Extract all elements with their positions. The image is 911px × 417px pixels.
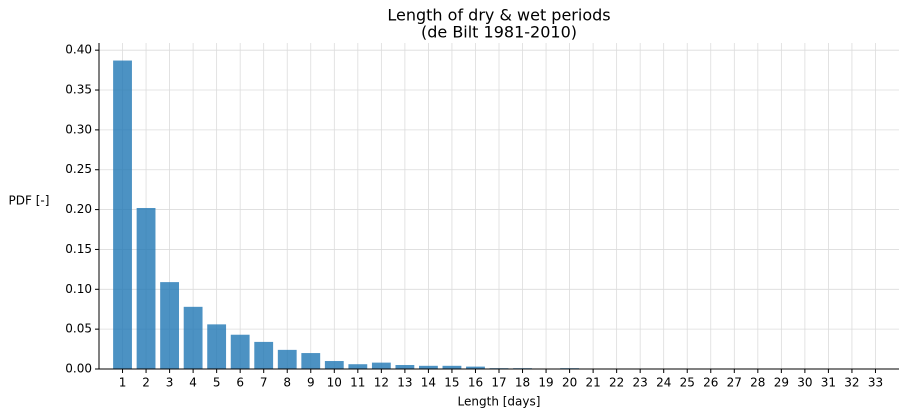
x-tick-label: 4 xyxy=(189,376,197,390)
bar xyxy=(207,324,227,369)
x-tick-label: 13 xyxy=(397,376,412,390)
bar xyxy=(136,207,156,369)
y-tick-label: 0.00 xyxy=(65,362,92,376)
y-tick-label: 0.15 xyxy=(65,242,92,256)
x-tick-label: 17 xyxy=(491,376,506,390)
x-tick-label: 1 xyxy=(119,376,127,390)
x-tick-label: 5 xyxy=(213,376,221,390)
bar xyxy=(277,349,297,369)
x-tick-label: 30 xyxy=(797,376,812,390)
x-tick-label: 22 xyxy=(609,376,624,390)
x-tick-label: 19 xyxy=(538,376,553,390)
y-axis-label: PDF [-] xyxy=(9,194,50,208)
x-axis-label: Length [days] xyxy=(458,395,541,409)
bar xyxy=(230,334,250,369)
x-tick-label: 10 xyxy=(327,376,342,390)
x-tick-label: 3 xyxy=(166,376,174,390)
x-tick-label: 12 xyxy=(374,376,389,390)
bar xyxy=(442,365,462,369)
x-tick-label: 21 xyxy=(585,376,600,390)
x-tick-label: 26 xyxy=(703,376,718,390)
y-tick-label: 0.05 xyxy=(65,322,92,336)
bar xyxy=(348,364,368,369)
y-tick-label: 0.35 xyxy=(65,83,92,97)
x-tick-label: 7 xyxy=(260,376,268,390)
x-tick-label: 25 xyxy=(680,376,695,390)
bar xyxy=(254,341,274,369)
bar xyxy=(183,306,203,369)
chart-subtitle: (de Bilt 1981-2010) xyxy=(421,23,577,42)
x-tick-label: 32 xyxy=(844,376,859,390)
bar xyxy=(160,282,179,369)
x-tick-label: 24 xyxy=(656,376,671,390)
x-tick-label: 15 xyxy=(444,376,459,390)
x-tick-label: 14 xyxy=(421,376,436,390)
x-tick-label: 31 xyxy=(821,376,836,390)
bar xyxy=(301,353,321,369)
y-tick-label: 0.25 xyxy=(65,162,92,176)
y-tick-label: 0.20 xyxy=(65,202,92,216)
bar xyxy=(324,361,344,369)
y-tick-label: 0.10 xyxy=(65,282,92,296)
x-tick-label: 23 xyxy=(633,376,648,390)
x-tick-label: 33 xyxy=(868,376,883,390)
bar xyxy=(466,366,485,369)
x-tick-label: 27 xyxy=(727,376,742,390)
x-tick-label: 18 xyxy=(515,376,530,390)
y-tick-label: 0.30 xyxy=(65,122,92,136)
bar xyxy=(419,365,438,369)
x-tick-label: 8 xyxy=(283,376,291,390)
x-tick-label: 16 xyxy=(468,376,483,390)
chart-title: Length of dry & wet periods xyxy=(387,6,610,25)
x-tick-label: 9 xyxy=(307,376,315,390)
bar xyxy=(371,362,391,369)
bar xyxy=(395,365,415,369)
x-tick-label: 2 xyxy=(142,376,150,390)
x-tick-label: 20 xyxy=(562,376,577,390)
x-tick-label: 11 xyxy=(350,376,365,390)
x-tick-label: 29 xyxy=(774,376,789,390)
y-tick-label: 0.40 xyxy=(65,43,92,57)
bar xyxy=(113,60,132,369)
x-tick-label: 6 xyxy=(236,376,244,390)
x-tick-label: 28 xyxy=(750,376,765,390)
